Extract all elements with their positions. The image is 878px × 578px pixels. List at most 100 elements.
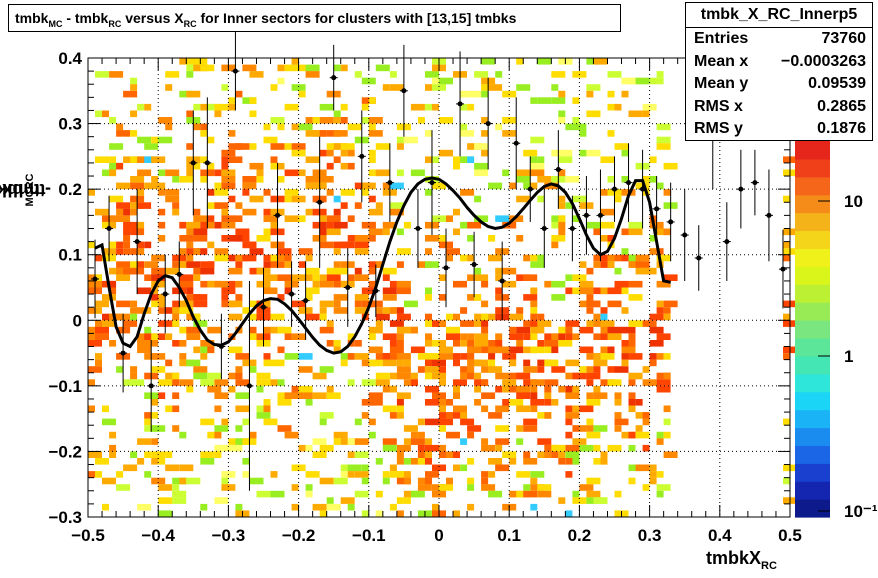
heatmap-cell: [95, 333, 109, 340]
heatmap-cell: [172, 379, 180, 386]
heatmap-cell: [537, 490, 552, 498]
heatmap-cell: [481, 117, 489, 124]
point-marker: [569, 225, 575, 231]
heatmap-cell: [523, 359, 531, 367]
heatmap-cell: [172, 208, 180, 216]
heatmap-cell: [130, 110, 138, 118]
heatmap-cell: [516, 169, 531, 177]
heatmap-cell: [333, 267, 348, 275]
heatmap-cell: [158, 392, 166, 399]
heatmap-cell: [333, 294, 348, 301]
heatmap-cell: [642, 176, 650, 183]
heatmap-cell: [579, 425, 587, 432]
heatmap-cell: [151, 267, 166, 275]
heatmap-cell: [172, 320, 180, 327]
heatmap-cell: [193, 294, 208, 301]
heatmap-cell: [179, 307, 194, 314]
heatmap-cell: [439, 346, 453, 354]
heatmap-cell: [530, 503, 538, 511]
heatmap-cell: [144, 103, 152, 111]
point-marker: [232, 68, 238, 74]
heatmap-cell: [298, 385, 313, 393]
heatmap-cell: [193, 346, 201, 354]
heatmap-cell: [116, 274, 131, 281]
heatmap-cell: [179, 287, 187, 295]
heatmap-cell: [333, 64, 341, 72]
heatmap-cell: [235, 202, 243, 209]
heatmap-cell: [663, 313, 671, 321]
heatmap-cell: [509, 346, 524, 354]
point-marker: [443, 265, 449, 271]
heatmap-cell: [305, 64, 320, 72]
heatmap-cell: [347, 215, 355, 222]
heatmap-cell: [102, 418, 116, 426]
heatmap-cell: [516, 372, 531, 380]
heatmap-cell: [558, 169, 566, 177]
heatmap-cell: [656, 307, 664, 314]
heatmap-cell: [509, 458, 517, 465]
heatmap-cell: [200, 130, 208, 137]
heatmap-cell: [298, 248, 313, 255]
heatmap-cell: [558, 340, 573, 347]
heatmap-cell: [368, 333, 376, 340]
heatmap-cell: [565, 202, 573, 209]
heatmap-cell: [656, 143, 671, 150]
heatmap-cell: [396, 353, 411, 360]
heatmap-cell: [432, 464, 446, 472]
z-tick-label: 1: [844, 347, 853, 366]
heatmap-cell: [425, 353, 439, 360]
heatmap-cell: [565, 431, 573, 439]
heatmap-cell: [453, 464, 460, 472]
heatmap-cell: [116, 130, 131, 137]
heatmap-cell: [158, 458, 166, 465]
heatmap-cell: [235, 280, 243, 288]
heatmap-cell: [628, 405, 636, 413]
heatmap-cell: [200, 156, 208, 163]
heatmap-cell: [221, 477, 229, 485]
heatmap-cell: [291, 385, 299, 393]
heatmap-cell: [607, 444, 622, 452]
point-marker: [668, 219, 674, 225]
heatmap-cell: [516, 340, 524, 347]
heatmap-cell: [474, 215, 489, 222]
heatmap-cell: [186, 143, 194, 150]
heatmap-cell: [116, 261, 131, 268]
heatmap-cell: [305, 444, 313, 452]
heatmap-cell: [495, 444, 503, 452]
heatmap-cell: [600, 221, 615, 229]
heatmap-cell: [593, 300, 601, 308]
heatmap-cell: [319, 176, 334, 183]
heatmap-cell: [368, 97, 376, 104]
heatmap-cell: [453, 359, 460, 367]
heatmap-cell: [628, 221, 643, 229]
heatmap-cell: [389, 503, 397, 511]
heatmap-cell: [621, 359, 629, 367]
profile-point: [119, 313, 128, 393]
heatmap-cell: [614, 425, 622, 432]
heatmap-cell: [151, 287, 159, 295]
heatmap-cell: [200, 221, 208, 229]
point-marker: [162, 291, 168, 297]
heatmap-cell: [158, 510, 173, 517]
heatmap-cell: [495, 385, 503, 393]
heatmap-cell: [565, 176, 580, 183]
heatmap-cell: [502, 169, 510, 177]
heatmap-cell: [151, 353, 166, 360]
heatmap-cell: [425, 235, 439, 242]
heatmap-cell: [453, 208, 460, 216]
heatmap-cell: [221, 169, 236, 177]
heatmap-cell: [446, 326, 460, 334]
heatmap-cell: [228, 254, 236, 262]
heatmap-cell: [417, 458, 425, 465]
heatmap-cell: [621, 176, 629, 183]
heatmap-cell: [172, 372, 180, 380]
heatmap-cell: [446, 399, 453, 406]
heatmap-cell: [319, 510, 327, 517]
heatmap-cell: [382, 307, 397, 314]
heatmap-cell: [474, 399, 482, 406]
heatmap-cell: [207, 326, 222, 334]
heatmap-cell: [333, 438, 341, 445]
heatmap-cell: [347, 471, 355, 478]
heatmap-cell: [467, 274, 475, 281]
heatmap-cell: [593, 385, 601, 393]
